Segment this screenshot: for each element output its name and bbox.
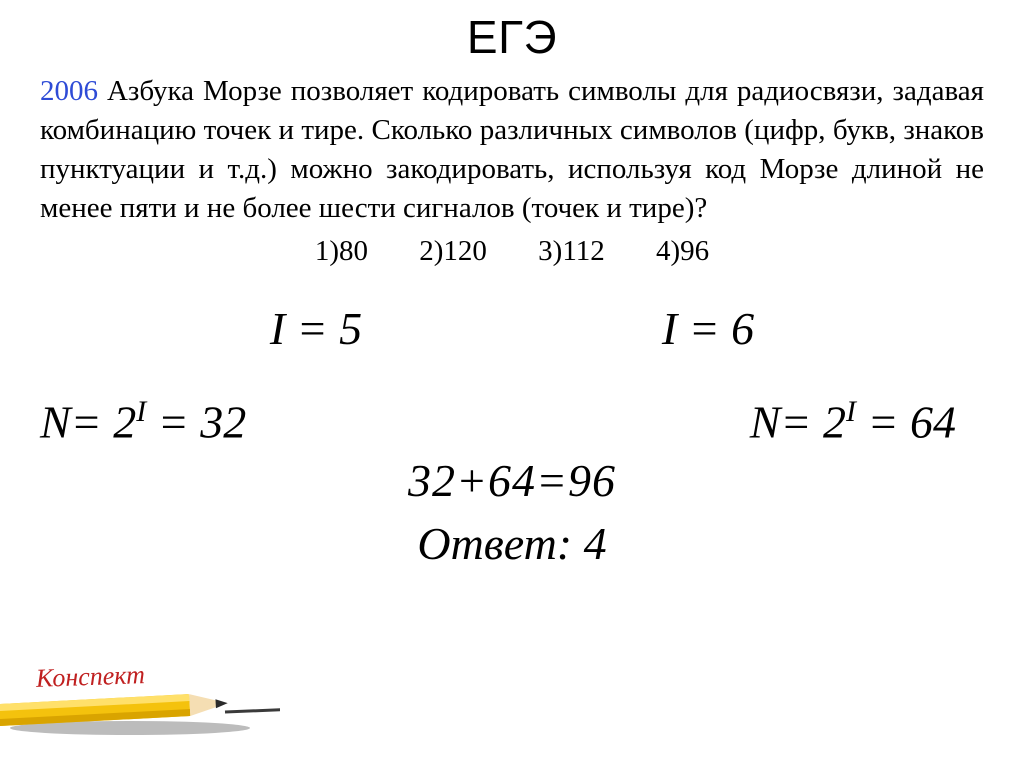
- problem-text: 2006 Азбука Морзе позволяет кодировать с…: [40, 72, 984, 229]
- option-3: 3)112: [538, 235, 605, 267]
- formula-n32: N= 2I = 32: [40, 395, 246, 448]
- option-2: 2)120: [419, 235, 487, 267]
- page-title: ЕГЭ: [40, 10, 984, 64]
- pencil-label: Конспект: [36, 660, 146, 694]
- formula-i6: I = 6: [662, 302, 754, 355]
- option-4: 4)96: [656, 235, 709, 267]
- n32-suffix: = 32: [146, 396, 246, 447]
- pencil-graphic: Конспект: [0, 670, 280, 740]
- formula-n64: N= 2I = 64: [750, 395, 956, 448]
- n64-sup: I: [846, 395, 856, 428]
- answer-line: Ответ: 4: [40, 517, 984, 570]
- n32-prefix: N= 2: [40, 396, 136, 447]
- n32-sup: I: [136, 395, 146, 428]
- answer-options: 1)80 2)120 3)112 4)96: [40, 235, 984, 268]
- formula-row-n: N= 2I = 32 N= 2I = 64: [40, 395, 984, 448]
- option-1: 1)80: [315, 235, 368, 267]
- formula-i5: I = 5: [270, 302, 362, 355]
- formula-row-i: I = 5 I = 6: [40, 302, 984, 355]
- n64-suffix: = 64: [856, 396, 956, 447]
- formula-sum: 32+64=96: [40, 454, 984, 507]
- slide: ЕГЭ 2006 Азбука Морзе позволяет кодирова…: [0, 0, 1024, 768]
- problem-year: 2006: [40, 75, 98, 107]
- n64-prefix: N= 2: [750, 396, 846, 447]
- problem-lead: Азбука: [98, 75, 203, 107]
